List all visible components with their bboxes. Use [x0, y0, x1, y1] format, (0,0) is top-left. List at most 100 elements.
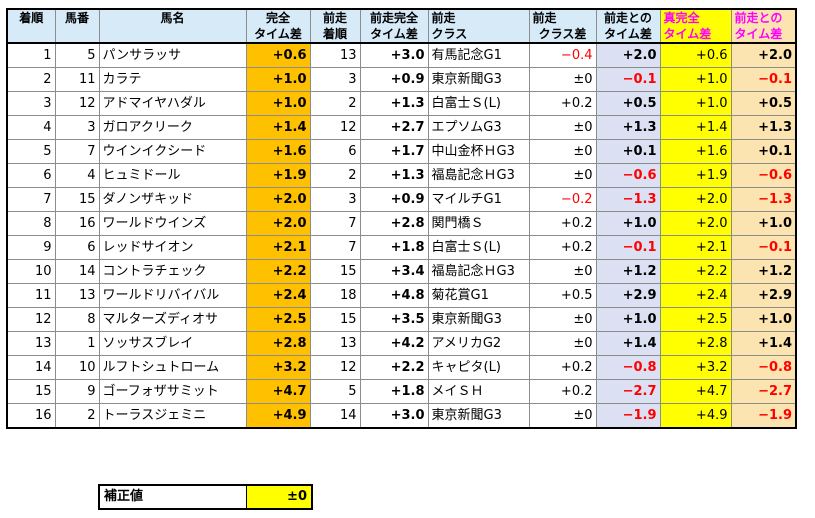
cell-prev-rank: 18	[309, 283, 361, 308]
cell-shin-kanzen: +2.5	[659, 307, 732, 332]
cell-kanzen: +2.4	[245, 283, 311, 308]
header-kanzen-2: タイム差	[245, 26, 311, 44]
header-prev-class-2: クラス	[427, 26, 530, 44]
cell-class-diff: +0.2	[528, 235, 597, 260]
results-table: 着順 馬番 馬名 完全 前走 前走完全 前走 前走 前走との 真完全 前走との …	[6, 8, 797, 429]
cell-prev-class: エプソムG3	[427, 115, 530, 140]
header-shin-prev-2: タイム差	[730, 26, 797, 44]
cell-prev-rank: 3	[309, 67, 361, 92]
cell-num: 15	[54, 187, 100, 212]
table-row: 12 8 マルターズディオサ +2.5 15 +3.5 東京新聞G3 ±0 +1.0 +2.5 +1…	[6, 307, 797, 332]
header-shin-kanzen-2: タイム差	[659, 26, 732, 44]
header-prev-kanzen-2: タイム差	[359, 26, 429, 44]
cell-shin-prev: +2.0	[730, 42, 797, 68]
cell-prev-kanzen: +1.3	[359, 91, 429, 116]
cell-shin-kanzen: +2.0	[659, 187, 732, 212]
cell-shin-kanzen: +1.0	[659, 91, 732, 116]
cell-prev-kanzen: +4.8	[359, 283, 429, 308]
cell-shin-kanzen: +4.9	[659, 403, 732, 429]
table-row: 13 1 ソッサスブレイ +2.8 13 +4.2 アメリカG2 ±0 +1.4 +2.8 +1.4	[6, 331, 797, 356]
cell-rank: 14	[6, 355, 56, 380]
cell-prev-kanzen: +1.8	[359, 235, 429, 260]
cell-shin-kanzen: +2.2	[659, 259, 732, 284]
cell-shin-kanzen: +1.6	[659, 139, 732, 164]
cell-prev-kanzen: +3.4	[359, 259, 429, 284]
cell-class-diff: ±0	[528, 403, 597, 429]
cell-prev-class: 中山金杯ＨG3	[427, 139, 530, 164]
header-num: 馬番	[54, 9, 100, 26]
header-rank-2	[6, 26, 56, 44]
header-rank: 着順	[6, 9, 56, 26]
cell-horse-name: コントラチェック	[98, 259, 247, 284]
cell-prev-class: アメリカG2	[427, 331, 530, 356]
cell-horse-name: カラテ	[98, 67, 247, 92]
cell-kanzen: +1.0	[245, 91, 311, 116]
table-row: 6 4 ヒュミドール +1.9 2 +1.3 福島記念ＨG3 ±0 −0.6 +1.9 −0.6	[6, 163, 797, 188]
cell-prev-rank: 13	[309, 331, 361, 356]
cell-prev-kanzen: +2.2	[359, 355, 429, 380]
cell-shin-kanzen: +2.1	[659, 235, 732, 260]
cell-kanzen: +2.5	[245, 307, 311, 332]
header-prev-class-1: 前走	[427, 9, 530, 26]
table-row: 2 11 カラテ +1.0 3 +0.9 東京新聞G3 ±0 −0.1 +1.0 −0.1	[6, 67, 797, 92]
cell-prev-kanzen: +3.5	[359, 307, 429, 332]
cell-shin-prev: +1.0	[730, 307, 797, 332]
header-name: 馬名	[98, 9, 247, 26]
cell-kanzen: +1.0	[245, 67, 311, 92]
cell-shin-prev: −0.6	[730, 163, 797, 188]
cell-kanzen: +2.1	[245, 235, 311, 260]
table-row: 11 13 ワールドリバイバル +2.4 18 +4.8 菊花賞G1 +0.5 +2.9 +2.4…	[6, 283, 797, 308]
cell-prev-rank: 6	[309, 139, 361, 164]
cell-class-diff: ±0	[528, 115, 597, 140]
table-row: 14 10 ルフトシュトローム +3.2 12 +2.2 キャピタ(L) +0.2 −0.8 +3…	[6, 355, 797, 380]
cell-prev-time: +1.0	[595, 307, 661, 332]
cell-shin-kanzen: +4.7	[659, 379, 732, 404]
cell-rank: 16	[6, 403, 56, 429]
cell-rank: 5	[6, 139, 56, 164]
cell-rank: 3	[6, 91, 56, 116]
cell-num: 8	[54, 307, 100, 332]
table-row: 3 12 アドマイヤハダル +1.0 2 +1.3 白富士Ｓ(L) +0.2 +0.5 +1.0 +…	[6, 91, 797, 116]
header-prev-kanzen-1: 前走完全	[359, 9, 429, 26]
header-shin-prev-1: 前走との	[730, 9, 797, 26]
cell-prev-kanzen: +4.2	[359, 331, 429, 356]
cell-horse-name: ルフトシュトローム	[98, 355, 247, 380]
cell-prev-rank: 15	[309, 307, 361, 332]
cell-class-diff: ±0	[528, 307, 597, 332]
cell-rank: 11	[6, 283, 56, 308]
cell-rank: 1	[6, 42, 56, 68]
cell-kanzen: +1.4	[245, 115, 311, 140]
cell-prev-kanzen: +0.9	[359, 187, 429, 212]
cell-num: 16	[54, 211, 100, 236]
cell-class-diff: +0.2	[528, 379, 597, 404]
table-row: 8 16 ワールドウインズ +2.0 7 +2.8 関門橋Ｓ +0.2 +1.0 +2.0 +1.0	[6, 211, 797, 236]
cell-shin-prev: −0.8	[730, 355, 797, 380]
cell-prev-time: −0.6	[595, 163, 661, 188]
correction-label: 補正値	[98, 484, 247, 510]
cell-prev-kanzen: +1.7	[359, 139, 429, 164]
header-prev-rank-2: 着順	[309, 26, 361, 44]
cell-prev-time: −2.7	[595, 379, 661, 404]
cell-prev-rank: 5	[309, 379, 361, 404]
cell-horse-name: ウインイクシード	[98, 139, 247, 164]
cell-shin-kanzen: +1.4	[659, 115, 732, 140]
cell-shin-prev: +0.1	[730, 139, 797, 164]
header-kanzen-1: 完全	[245, 9, 311, 26]
cell-num: 12	[54, 91, 100, 116]
table-row: 4 3 ガロアクリーク +1.4 12 +2.7 エプソムG3 ±0 +1.3 +1.4 +1.3	[6, 115, 797, 140]
cell-kanzen: +3.2	[245, 355, 311, 380]
cell-prev-class: 有馬記念G1	[427, 42, 530, 68]
cell-rank: 13	[6, 331, 56, 356]
cell-kanzen: +1.6	[245, 139, 311, 164]
cell-prev-rank: 12	[309, 355, 361, 380]
cell-shin-prev: +1.3	[730, 115, 797, 140]
cell-rank: 2	[6, 67, 56, 92]
cell-num: 9	[54, 379, 100, 404]
header-class-diff-1: 前走	[528, 9, 597, 26]
cell-horse-name: ソッサスブレイ	[98, 331, 247, 356]
cell-prev-class: キャピタ(L)	[427, 355, 530, 380]
cell-horse-name: パンサラッサ	[98, 42, 247, 68]
cell-shin-prev: +1.2	[730, 259, 797, 284]
cell-shin-prev: −1.3	[730, 187, 797, 212]
cell-horse-name: アドマイヤハダル	[98, 91, 247, 116]
